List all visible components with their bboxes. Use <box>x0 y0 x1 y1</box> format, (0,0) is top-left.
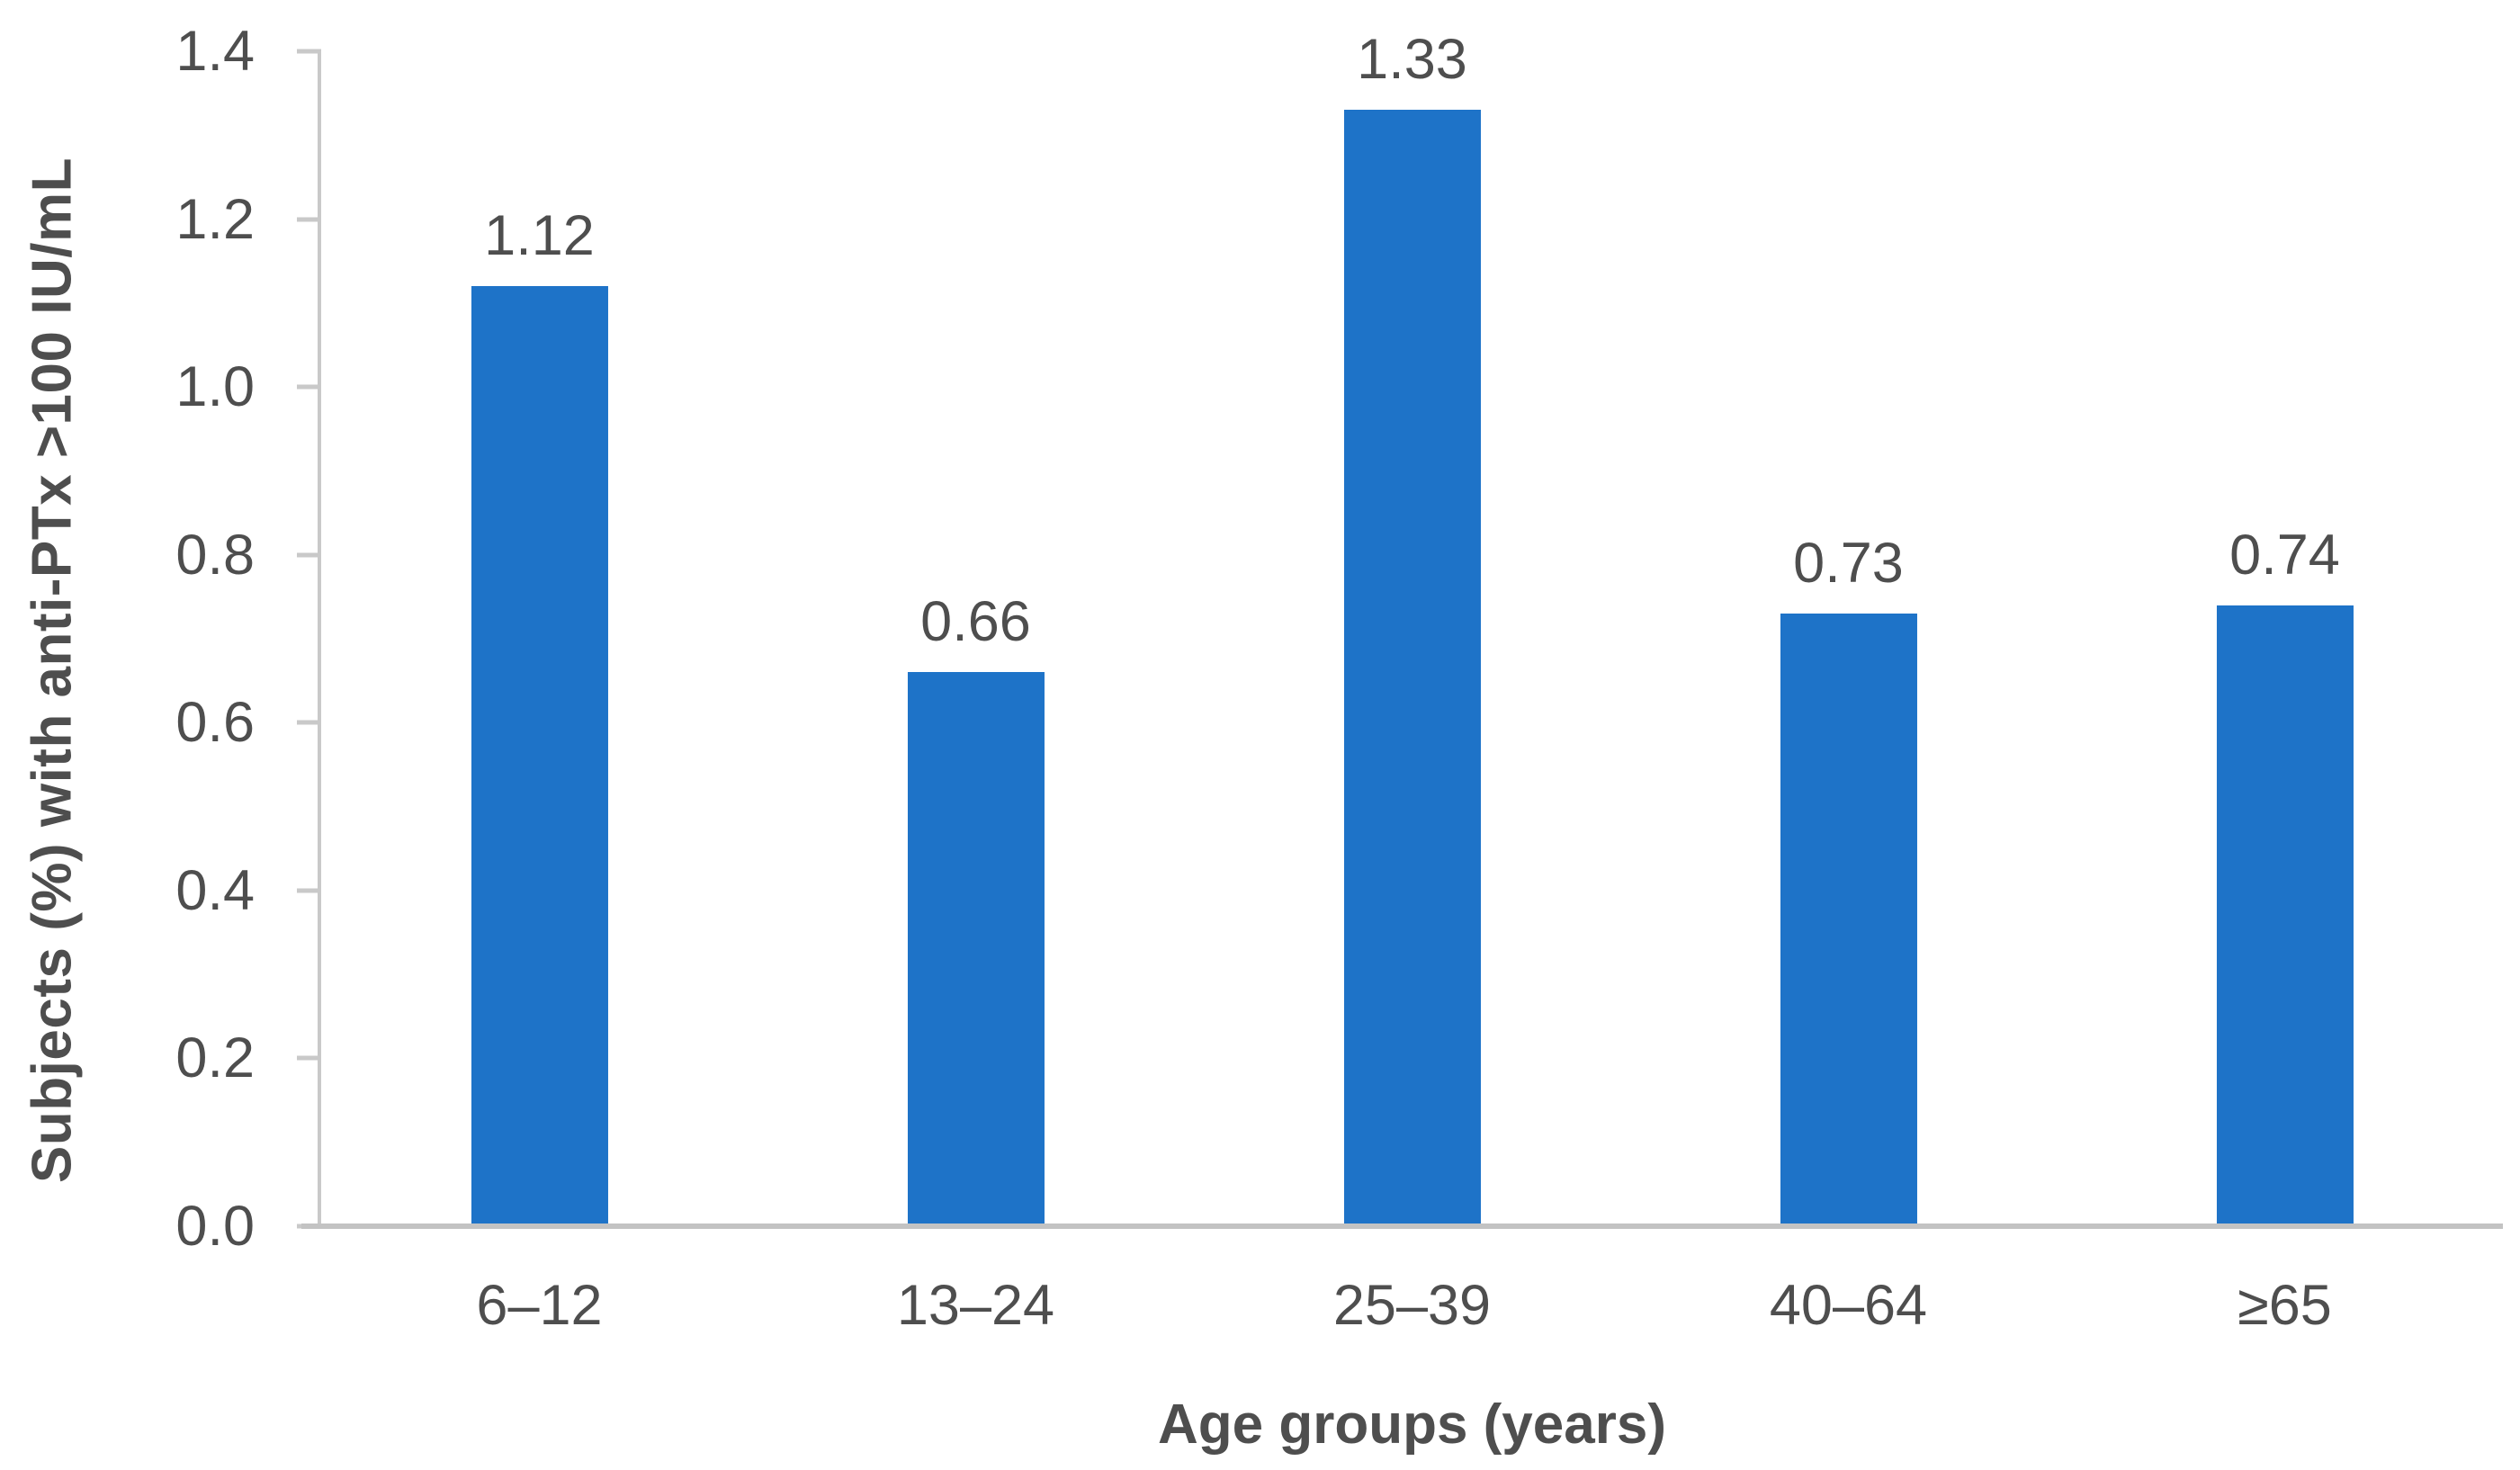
bar-group: 0.73 40–64 <box>1770 51 1927 1337</box>
y-tick-label: 1.2 <box>175 187 255 251</box>
bar <box>907 672 1045 1226</box>
x-axis-title: Age groups (years) <box>1157 1394 1667 1456</box>
y-tick-mark <box>297 720 321 725</box>
y-tick-label: 0.2 <box>175 1026 255 1090</box>
bar-group: 0.74 ≥65 <box>2216 51 2354 1337</box>
bar-value-label: 0.74 <box>2229 523 2340 587</box>
bar <box>1343 110 1481 1226</box>
y-tick-label: 0.0 <box>175 1195 255 1258</box>
y-tick-mark <box>297 888 321 893</box>
y-tick-label: 0.8 <box>175 523 255 587</box>
y-tick-label: 1.4 <box>175 20 255 83</box>
y-tick-mark <box>297 217 321 222</box>
plot-area: 1.12 6–12 0.66 13–24 1.33 25–39 0.73 40–64 0.74 ≥… <box>321 28 2503 1337</box>
bar-group: 1.12 6–12 <box>471 51 608 1337</box>
bar-value-label: 1.33 <box>1357 28 1467 92</box>
bar-group: 1.33 25–39 <box>1333 28 1491 1337</box>
y-axis-line <box>318 51 321 1226</box>
y-tick-label: 0.4 <box>175 858 255 922</box>
bar-value-label: 0.66 <box>920 590 1031 654</box>
y-axis: 0.0 0.2 0.4 0.6 0.8 1.0 1.2 1.4 <box>0 20 321 1258</box>
x-category-label: 6–12 <box>476 1274 603 1337</box>
bar <box>1780 614 1917 1226</box>
bar <box>471 286 608 1226</box>
x-category-label: 13–24 <box>896 1274 1055 1337</box>
y-tick-label: 0.6 <box>175 691 255 755</box>
bar-group: 0.66 13–24 <box>897 51 1054 1337</box>
bar-value-label: 1.12 <box>484 204 595 268</box>
y-tick-mark <box>297 1055 321 1061</box>
bar-value-label: 0.73 <box>1793 532 1904 596</box>
y-tick-mark <box>297 384 321 390</box>
y-tick-label: 1.0 <box>175 355 255 419</box>
y-tick-mark <box>297 552 321 558</box>
x-category-label: ≥65 <box>2238 1274 2332 1337</box>
x-axis-line <box>301 1224 2503 1229</box>
x-category-label: 40–64 <box>1769 1274 1928 1337</box>
bar <box>2216 605 2354 1226</box>
y-tick-mark <box>297 49 321 54</box>
x-category-label: 25–39 <box>1332 1274 1492 1337</box>
